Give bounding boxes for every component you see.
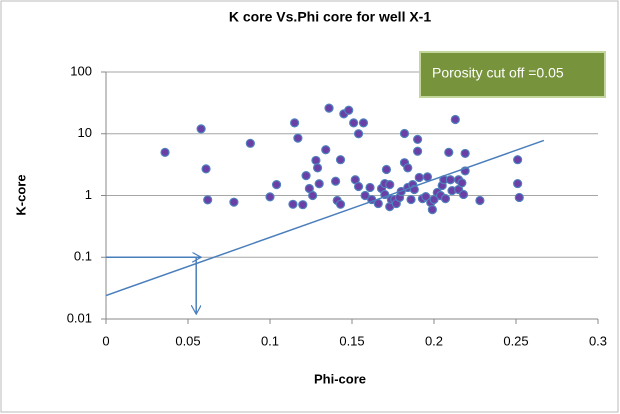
point <box>421 191 431 202</box>
chart-title: K core Vs.Phi core for well X-1 <box>229 9 432 25</box>
point <box>314 179 324 189</box>
x-tick-label: 0.15 <box>339 333 364 348</box>
point <box>365 182 375 193</box>
x-tick-label: 0.05 <box>175 333 200 348</box>
point <box>290 118 300 128</box>
point <box>324 103 334 113</box>
point <box>360 190 370 201</box>
x-tick-label: 0.1 <box>261 333 279 348</box>
y-tick-label: 0.01 <box>67 310 92 325</box>
y-axis-title: K-core <box>13 174 28 215</box>
point <box>444 147 454 157</box>
point <box>358 118 369 128</box>
point <box>422 172 433 182</box>
point <box>265 192 275 202</box>
point <box>406 194 416 205</box>
y-tick-label: 10 <box>78 125 92 140</box>
point <box>414 172 424 183</box>
point <box>160 147 170 157</box>
point <box>349 118 359 128</box>
point <box>344 105 354 115</box>
point <box>335 155 346 165</box>
point <box>308 190 318 201</box>
point <box>335 199 346 209</box>
point <box>514 192 524 203</box>
point <box>229 197 239 207</box>
point <box>311 155 321 166</box>
x-tick-label: 0.2 <box>425 333 443 348</box>
point <box>440 194 451 204</box>
point <box>321 145 331 155</box>
point <box>457 178 467 188</box>
point <box>458 189 469 200</box>
point <box>413 134 423 145</box>
point <box>288 199 298 209</box>
point <box>293 133 303 143</box>
point <box>271 180 282 190</box>
point <box>245 138 255 148</box>
x-tick-label: 0.3 <box>589 333 607 348</box>
point <box>475 195 485 206</box>
point <box>301 171 311 181</box>
point <box>445 175 455 185</box>
annotation-box <box>419 51 606 98</box>
plot-area: 0.01 0.1 1 10 100 0 0.05 0.1 0.15 0.2 0.25 0.3 <box>67 63 607 348</box>
point <box>203 195 213 205</box>
x-tick-label: 0 <box>102 333 109 348</box>
point <box>513 178 523 189</box>
trendline <box>105 139 545 297</box>
point <box>353 181 364 192</box>
point <box>298 200 308 210</box>
point <box>450 114 460 125</box>
annotation: Porosity cut off =0.05 <box>432 65 564 81</box>
point <box>312 163 323 173</box>
point <box>353 129 364 139</box>
point <box>196 124 206 134</box>
point <box>513 155 523 165</box>
y-tick-label: 1 <box>85 187 92 202</box>
point <box>399 128 410 139</box>
x-tick-label: 0.25 <box>503 333 528 348</box>
y-tick-label: 0.1 <box>74 249 92 264</box>
point <box>403 163 413 173</box>
x-axis-title: Phi-core <box>314 371 366 386</box>
y-tick-label: 100 <box>70 63 92 78</box>
point <box>413 146 423 156</box>
point <box>331 176 341 186</box>
point <box>385 180 395 190</box>
point <box>381 164 392 175</box>
point <box>427 205 437 215</box>
point <box>201 164 211 174</box>
point <box>460 148 470 159</box>
